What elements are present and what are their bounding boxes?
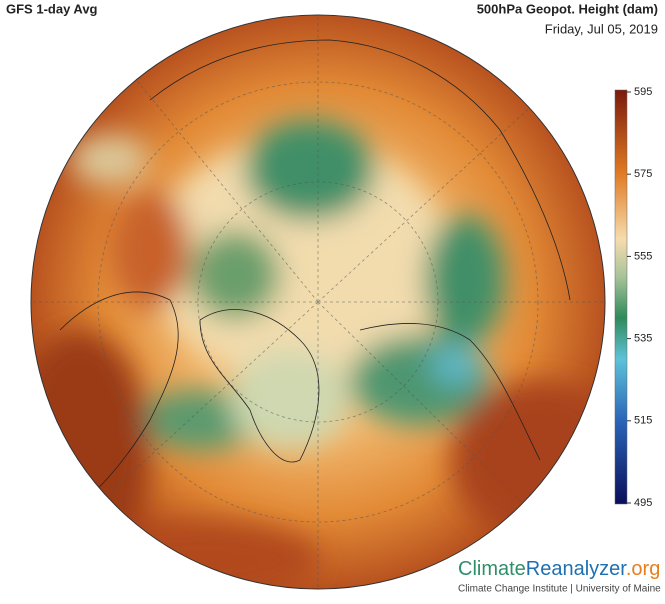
globe-outline — [30, 14, 606, 590]
brand-part: .org — [626, 558, 660, 580]
brand-part: Climate — [458, 558, 526, 580]
colorbar-tick-label: 535 — [634, 333, 652, 345]
date: Friday, Jul 05, 2019 — [545, 21, 658, 36]
brand-part: Reanalyzer — [526, 558, 628, 580]
colorbar-tick-label: 575 — [634, 168, 652, 180]
colorbar-tick-label: 555 — [634, 250, 652, 262]
colorbar — [614, 89, 628, 505]
colorbar-ticks: 595 575 555 535 515 495 — [627, 86, 652, 509]
colorbar-tick-label: 515 — [634, 415, 652, 427]
colorbar-tick-label: 595 — [634, 86, 652, 98]
coastlines — [59, 39, 571, 521]
colorbar-tick-label: 495 — [634, 497, 652, 509]
variable: 500hPa Geopot. Height (dam) — [477, 1, 658, 16]
title: GFS 1-day Avg — [6, 1, 98, 16]
credit: Climate Change Institute | University of… — [458, 584, 661, 595]
brand: ClimateReanalyzer.org — [458, 558, 660, 580]
